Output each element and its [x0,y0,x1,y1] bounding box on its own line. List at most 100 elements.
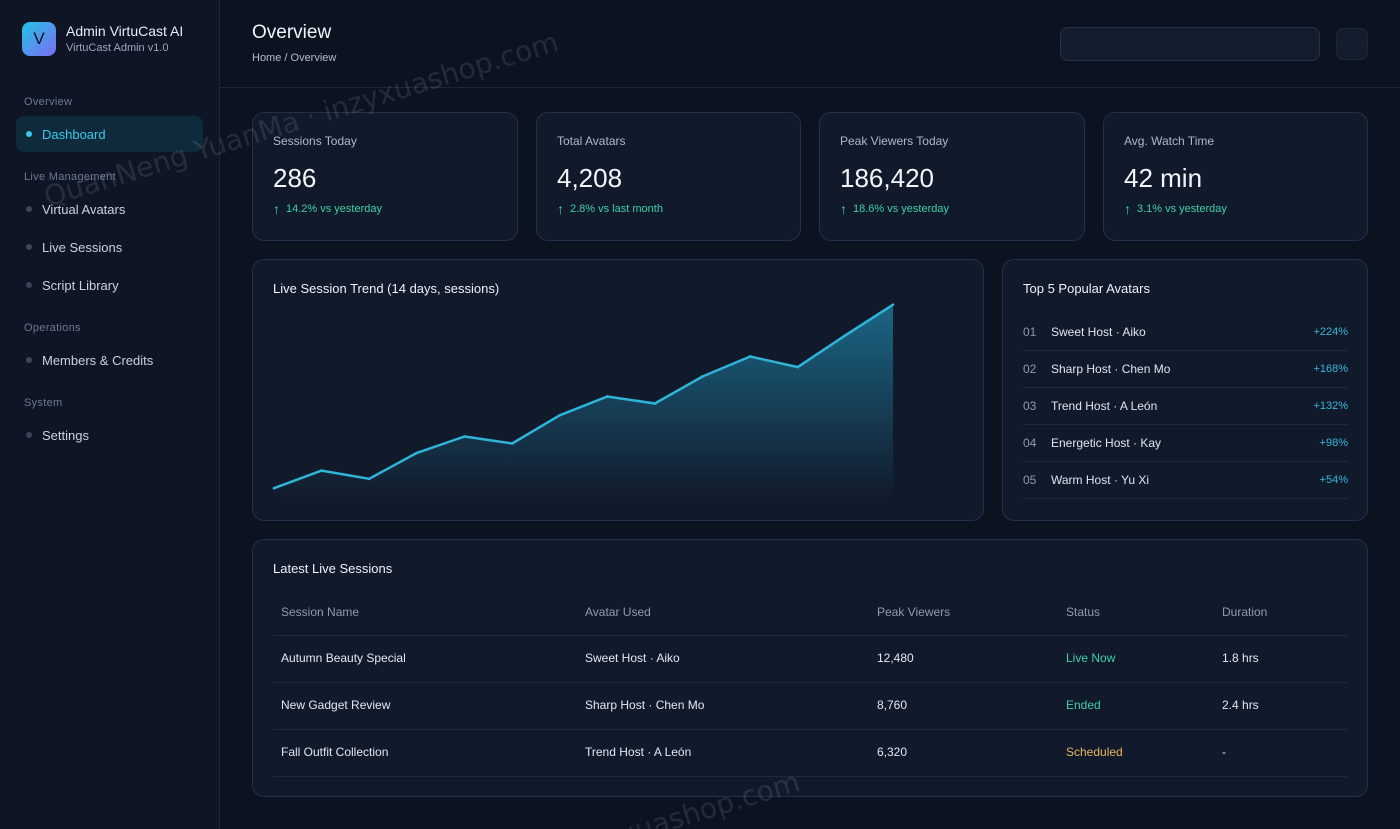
sidebar-item-label: Live Sessions [42,239,123,255]
divider [273,776,1347,777]
sidebar-item-virtual-avatars[interactable]: Virtual Avatars [16,191,203,227]
trend-point-9 [653,402,657,405]
trend-point-4 [415,451,419,455]
trend-point-13 [844,333,847,337]
column-header-peak-viewers[interactable]: Peak Viewers [877,605,951,619]
rank-number: 04 [1023,436,1037,450]
growth-percent: +54% [1319,474,1348,486]
duration: - [1222,745,1226,759]
stat-card-sessions-today: Sessions Today 286 ↑ 14.2% vs yesterday [252,112,518,241]
growth-percent: +224% [1313,326,1348,338]
latest-sessions-card: Latest Live Sessions Session Name Avatar… [252,539,1368,797]
trend-area [274,304,893,500]
stat-change-text: 14.2% vs yesterday [286,203,382,215]
status-badge: Ended [1066,698,1101,712]
session-name: New Gadget Review [281,698,391,712]
list-item[interactable]: 04 Energetic Host · Kay +98% [1023,425,1348,462]
stat-change: ↑ 18.6% vs yesterday [840,200,949,217]
sidebar-item-members-credits[interactable]: Members & Credits [16,342,203,378]
page-title: Overview [252,22,332,43]
peak-viewers: 8,760 [877,698,908,712]
column-header-duration[interactable]: Duration [1222,605,1268,619]
stat-value: 286 [273,163,317,193]
trend-point-2 [320,469,323,472]
dot-icon [26,282,32,288]
trend-chart-card: Live Session Trend (14 days, sessions) [252,259,984,521]
sessions-title: Latest Live Sessions [273,561,393,576]
brand-subtitle: VirtuCast Admin v1.0 [66,42,169,54]
list-item[interactable]: 05 Warm Host · Yu Xi +54% [1023,462,1348,499]
trend-line [273,303,894,490]
stat-change: ↑ 2.8% vs last month [557,200,663,217]
nav-section-operations: Operations [24,322,81,334]
duration: 2.4 hrs [1222,698,1259,712]
search-input[interactable] [1060,27,1320,61]
duration: 1.8 hrs [1222,651,1259,665]
avatar-used: Sweet Host · Aiko [585,651,680,665]
rank-number: 02 [1023,362,1037,376]
rank-number: 05 [1023,473,1037,487]
sidebar-item-live-sessions[interactable]: Live Sessions [16,229,203,265]
trend-point-5 [463,435,466,438]
stat-value: 42 min [1124,163,1203,193]
divider [273,635,1347,636]
trend-point-12 [796,365,800,369]
trend-point-6 [510,442,514,445]
header-action-button[interactable] [1336,28,1368,60]
trend-chart [272,303,895,500]
sidebar: V Admin VirtuCast AI VirtuCast Admin v1.… [0,0,220,829]
avatar-used: Sharp Host · Chen Mo [585,698,705,712]
dot-icon [26,357,32,363]
sidebar-item-label: Script Library [42,277,119,293]
top-avatars-card: Top 5 Popular Avatars 01 Sweet Host · Ai… [1002,259,1368,521]
avatar-name: Sweet Host · Aiko [1051,325,1146,339]
stat-label: Avg. Watch Time [1124,134,1215,148]
session-name: Autumn Beauty Special [281,651,406,665]
sidebar-item-settings[interactable]: Settings [16,417,203,453]
avatar-used: Trend Host · A León [585,745,692,759]
brand-title: Admin VirtuCast AI [66,23,184,39]
arrow-up-icon: ↑ [557,200,564,217]
growth-percent: +168% [1313,363,1348,375]
rank-number: 01 [1023,325,1037,339]
peak-viewers: 6,320 [877,745,908,759]
avatar-name: Trend Host · A León [1051,399,1158,413]
trend-point-11 [748,355,752,358]
trend-point-8 [606,395,609,398]
column-header-status[interactable]: Status [1066,605,1101,619]
column-header-avatar-used[interactable]: Avatar Used [585,605,651,619]
column-header-session-name[interactable]: Session Name [281,605,360,619]
stat-label: Sessions Today [273,134,357,148]
growth-percent: +132% [1313,400,1348,412]
rank-number: 03 [1023,399,1037,413]
sidebar-item-label: Dashboard [42,126,106,142]
trend-point-3 [367,477,371,481]
status-badge: Live Now [1066,651,1116,665]
stat-card-avg-watch-time: Avg. Watch Time 42 min ↑ 3.1% vs yesterd… [1103,112,1368,241]
stat-change-text: 3.1% vs yesterday [1137,203,1227,215]
nav-section-system: System [24,397,63,409]
avatar-name: Warm Host · Yu Xi [1051,473,1150,487]
arrow-up-icon: ↑ [840,200,847,217]
stat-label: Total Avatars [557,134,626,148]
list-item[interactable]: 03 Trend Host · A León +132% [1023,388,1348,425]
divider [273,682,1347,683]
stat-change-text: 18.6% vs yesterday [853,203,949,215]
session-name: Fall Outfit Collection [281,745,389,759]
growth-percent: +98% [1319,437,1348,449]
sidebar-item-dashboard[interactable]: Dashboard [16,116,203,152]
brand-logo: V [22,22,56,56]
arrow-up-icon: ↑ [1124,200,1131,217]
peak-viewers: 12,480 [877,651,914,665]
sidebar-item-label: Settings [42,427,89,443]
status-badge: Scheduled [1066,745,1123,759]
list-item[interactable]: 02 Sharp Host · Chen Mo +168% [1023,351,1348,388]
breadcrumb[interactable]: Home / Overview [252,52,337,64]
nav-section-overview: Overview [24,96,73,108]
sidebar-item-script-library[interactable]: Script Library [16,267,203,303]
list-item[interactable]: 01 Sweet Host · Aiko +224% [1023,314,1348,351]
stat-card-peak-viewers: Peak Viewers Today 186,420 ↑ 18.6% vs ye… [819,112,1085,241]
dot-icon [26,206,32,212]
stat-change-text: 2.8% vs last month [570,203,663,215]
nav-section-live-management: Live Management [24,171,116,183]
